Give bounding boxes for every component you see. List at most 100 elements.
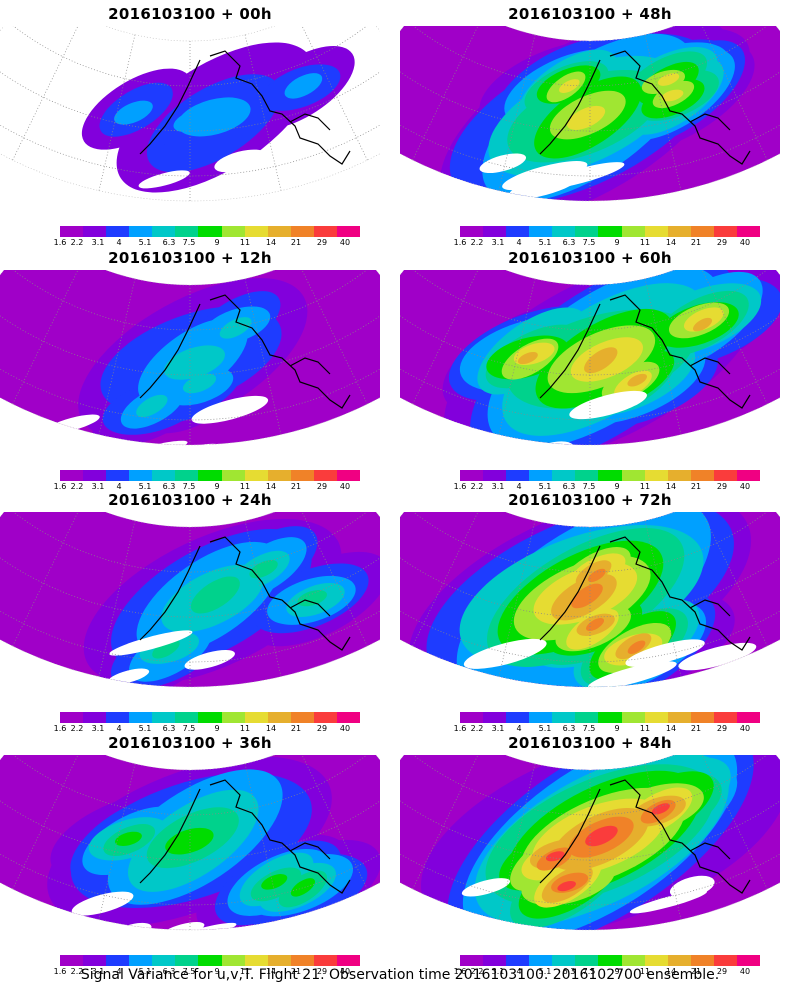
colorbar-tick-label: 40: [739, 724, 751, 733]
variance-field: [400, 512, 780, 688]
colorbar-tick-label: 7.5: [182, 238, 196, 247]
colorbar-tick-label: 29: [316, 238, 328, 247]
colorbar-swatch: [60, 955, 84, 966]
colorbar-swatch: [152, 226, 176, 237]
contour-region: [190, 576, 240, 614]
contour-region: [567, 105, 606, 130]
colorbar-tick-label: 3.1: [491, 724, 505, 733]
colorbar-tick-label: 2.2: [70, 482, 84, 491]
colorbar-swatch: [198, 712, 222, 723]
colorbar-tick-label: 2.2: [470, 238, 484, 247]
colorbar: [460, 226, 761, 237]
colorbar-swatch: [290, 712, 314, 723]
colorbar-tick-label: 9: [214, 724, 220, 733]
colorbar: [60, 955, 361, 966]
colorbar-tick-label: 9: [614, 724, 620, 733]
low-variance-patch: [71, 891, 134, 916]
colorbar-swatch: [506, 712, 530, 723]
colorbar-tick-label: 29: [716, 967, 728, 976]
low-variance-patch: [461, 878, 511, 897]
colorbar-swatch: [336, 470, 361, 481]
colorbar-swatch: [575, 470, 599, 481]
colorbar-swatch: [106, 470, 130, 481]
colorbar-tick-label: 4: [516, 724, 522, 733]
colorbar-tick-label: 6.3: [562, 724, 576, 733]
colorbar-tick-label: 29: [316, 482, 328, 491]
latitude-line: [0, 853, 380, 906]
colorbar-swatch: [644, 712, 668, 723]
colorbar-swatch: [713, 470, 737, 481]
colorbar-swatch: [336, 955, 361, 966]
graticule: [0, 26, 380, 201]
colorbar-tick-label: 29: [316, 967, 328, 976]
colorbar-swatch: [244, 226, 268, 237]
colorbar-swatch: [506, 955, 530, 966]
colorbar-tick-label: 11: [639, 238, 651, 247]
polar-map: [0, 755, 380, 931]
colorbar-swatch: [483, 955, 507, 966]
colorbar-tick-label: 40: [339, 482, 351, 491]
map-panel: 2016103100 + 24h 1.6 2.2 3.1 4 5.1 6.3 7.5 9 11 14…: [0, 490, 380, 735]
colorbar-tick-label: 7.5: [582, 482, 596, 491]
colorbar-swatch: [106, 712, 130, 723]
colorbar-swatch: [198, 955, 222, 966]
colorbar-swatch: [244, 955, 268, 966]
map-panel: 2016103100 + 72h 1.6 2.2 3.1 4 5.1 6.3 7.5 9 11 14…: [400, 490, 780, 735]
colorbar-swatch: [483, 712, 507, 723]
colorbar-swatch: [575, 226, 599, 237]
colorbar-swatch: [713, 955, 737, 966]
colorbar-tick-label: 21: [690, 238, 702, 247]
colorbar-tick-label: 3.1: [491, 967, 505, 976]
colorbar-swatch: [198, 226, 222, 237]
colorbar-swatch: [460, 955, 484, 966]
colorbar-tick-label: 7.5: [582, 724, 596, 733]
colorbar-swatch: [529, 712, 553, 723]
low-variance-patch: [625, 639, 705, 667]
colorbar-swatch: [690, 226, 714, 237]
contour-region: [559, 79, 580, 94]
colorbar-swatch: [221, 226, 245, 237]
colorbar-swatch: [290, 955, 314, 966]
colorbar-tick-label: 21: [290, 967, 302, 976]
colorbar-swatch: [552, 712, 576, 723]
colorbar-swatch: [644, 226, 668, 237]
colorbar-labels: 1.6 2.2 3.1 4 5.1 6.3 7.5 9 11 14 21 29 40: [54, 967, 360, 979]
low-variance-patch: [191, 395, 269, 424]
colorbar-tick-label: 7.5: [182, 724, 196, 733]
colorbar-swatch: [129, 712, 153, 723]
low-variance-patch: [184, 649, 235, 670]
colorbar-swatch: [267, 470, 291, 481]
colorbar-swatch: [483, 226, 507, 237]
contour-region: [152, 639, 180, 659]
contour-region: [545, 851, 565, 862]
colorbar-tick-label: 14: [265, 482, 277, 491]
colorbar-swatch: [175, 712, 199, 723]
colorbar: [60, 226, 361, 237]
low-variance-patch: [572, 442, 648, 470]
colorbar: [460, 955, 761, 966]
map-boundary: [0, 512, 380, 688]
graticule: [400, 270, 780, 445]
colorbar-swatch: [198, 470, 222, 481]
latitude-line: [400, 368, 780, 421]
polar-map: [400, 755, 780, 931]
colorbar-swatch: [621, 226, 645, 237]
colorbar-tick-label: 7.5: [182, 482, 196, 491]
map-boundary: [400, 26, 780, 202]
map-boundary: [0, 26, 380, 202]
colorbar-swatch: [713, 712, 737, 723]
colorbar-tick-label: 6.3: [162, 238, 176, 247]
colorbar-swatch: [736, 955, 761, 966]
panel-title: 2016103100 + 12h: [108, 249, 272, 267]
colorbar-tick-label: 4: [116, 967, 122, 976]
colorbar-swatch: [621, 712, 645, 723]
contour-region: [571, 583, 603, 609]
contour-region: [115, 831, 142, 846]
low-variance-patch: [207, 177, 276, 202]
colorbar-swatch: [736, 712, 761, 723]
colorbar-tick-label: 40: [739, 967, 751, 976]
colorbar-swatch: [506, 470, 530, 481]
low-variance-patch: [437, 440, 528, 446]
graticule: [0, 270, 380, 445]
contour-region: [261, 874, 288, 890]
